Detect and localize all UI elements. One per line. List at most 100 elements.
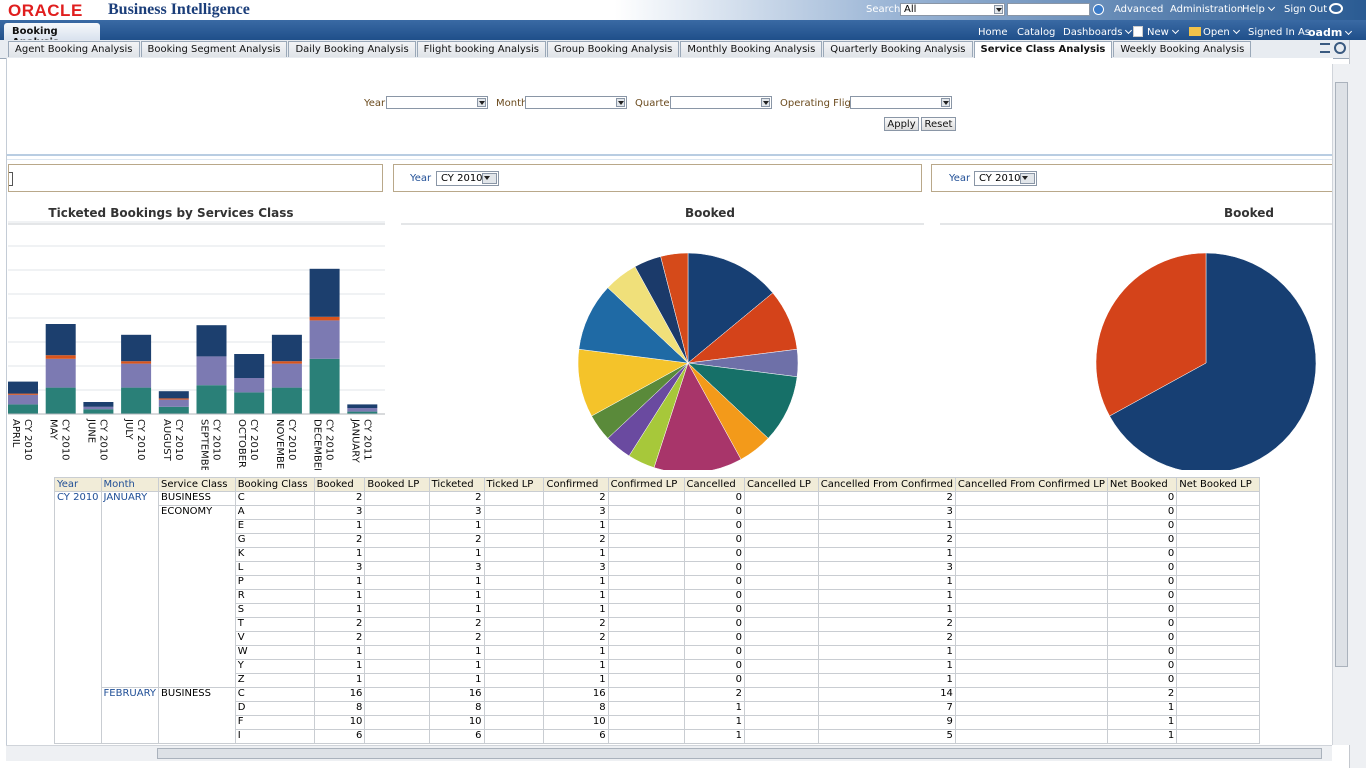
lp-cell [364, 589, 430, 604]
lp-cell [743, 491, 819, 506]
bar-segment [271, 361, 302, 364]
booking-class-cell: D [234, 701, 315, 716]
horizontal-scrollbar[interactable] [6, 745, 1332, 761]
scroll-thumb[interactable] [157, 748, 1322, 759]
lp-cell [1176, 673, 1260, 688]
page-help[interactable] [1334, 42, 1346, 54]
dropdown-arrow [477, 98, 486, 107]
number-cell: 1 [313, 547, 366, 562]
user-name[interactable]: oadm [1308, 26, 1351, 39]
lp-cell [1176, 631, 1260, 646]
booking-class-cell: A [234, 505, 315, 520]
month-cell[interactable]: FEBRUARY [100, 687, 160, 744]
number-cell: 2 [817, 533, 956, 548]
prompt-select[interactable]: CY 2010 [436, 171, 499, 186]
apply-button[interactable]: Apply [884, 117, 919, 131]
column-header: Booked [313, 477, 366, 492]
number-cell: 3 [313, 561, 366, 576]
lp-cell [743, 561, 819, 576]
lp-cell [607, 645, 685, 660]
dashboard-tab[interactable]: Service Class Analysis [973, 41, 1113, 58]
home-link[interactable]: Home [978, 27, 1008, 38]
filter-label: Operating Flight [780, 98, 862, 109]
lp-cell [954, 547, 1108, 562]
x-tick-label: CY 2010 [286, 419, 297, 461]
search-go[interactable] [1093, 4, 1104, 15]
dashboard-tab[interactable]: Monthly Booking Analysis [680, 41, 823, 57]
number-cell: 2 [428, 491, 485, 506]
column-header[interactable]: Service Class [158, 477, 236, 492]
dropdown-arrow [994, 5, 1003, 14]
outer-scrollbar[interactable] [1349, 40, 1366, 768]
quarter-select[interactable] [670, 96, 772, 109]
dashboards-link[interactable]: Dashboards [1063, 27, 1131, 38]
number-cell: 0 [1106, 603, 1178, 618]
dashboard-tab[interactable]: Flight booking Analysis [416, 41, 546, 57]
help-icon[interactable] [1329, 3, 1343, 14]
number-cell: 10 [428, 715, 485, 730]
prompt-select[interactable]: CY 2010 [974, 171, 1037, 186]
vertical-scrollbar[interactable] [1332, 64, 1350, 745]
lp-cell [483, 561, 545, 576]
lp-cell [364, 687, 430, 702]
column-header[interactable]: Month [100, 477, 160, 492]
new-link[interactable]: New [1147, 27, 1178, 38]
sign-out-link[interactable]: Sign Out [1284, 4, 1328, 15]
dropdown-arrow [1020, 173, 1035, 184]
dashboard-tab[interactable]: Booking Segment Analysis [140, 41, 288, 57]
bar-segment [8, 381, 38, 394]
reset-button[interactable]: Reset [921, 117, 956, 131]
bar-segment [309, 268, 340, 317]
booking-class-cell: S [234, 603, 315, 618]
bar-segment [8, 404, 38, 414]
number-cell: 1 [428, 519, 485, 534]
x-tick-label: CY 2010 [60, 419, 71, 461]
month-select[interactable] [525, 96, 627, 109]
year-cell[interactable]: CY 2010 [54, 491, 102, 744]
bar-segment [83, 409, 114, 414]
column-header[interactable]: Year [54, 477, 102, 492]
scroll-thumb[interactable] [1335, 82, 1348, 667]
search-scope[interactable]: All [900, 3, 1005, 16]
bar-segment [347, 408, 378, 412]
logo[interactable]: ORACLE [8, 1, 83, 20]
dashboard-tab[interactable]: Daily Booking Analysis [288, 41, 416, 57]
lp-cell [364, 715, 430, 730]
help-link[interactable]: Help [1242, 4, 1274, 15]
year-select[interactable] [386, 96, 488, 109]
dashboard-tab[interactable]: Agent Booking Analysis [8, 41, 140, 57]
flight-select[interactable] [850, 96, 952, 109]
pie-slice [1109, 252, 1317, 470]
lp-cell [364, 491, 430, 506]
dashboard-tab[interactable]: Quarterly Booking Analysis [823, 41, 973, 57]
dashboard-tab[interactable]: Group Booking Analysis [546, 41, 680, 57]
booking-class-cell: V [234, 631, 315, 646]
open-link[interactable]: Open [1203, 27, 1239, 38]
administration-link[interactable]: Administration [1170, 4, 1244, 15]
number-cell: 1 [1106, 701, 1178, 716]
lp-cell [954, 533, 1108, 548]
bar-segment [45, 355, 76, 359]
number-cell: 1 [428, 603, 485, 618]
bar-segment [196, 325, 227, 357]
lp-cell [607, 673, 685, 688]
lp-cell [954, 603, 1108, 618]
number-cell: 1 [683, 715, 745, 730]
number-cell: 0 [1106, 491, 1178, 506]
number-cell: 9 [817, 715, 956, 730]
catalog-link[interactable]: Catalog [1017, 27, 1056, 38]
advanced-link[interactable]: Advanced [1114, 4, 1164, 15]
x-tick-label: AUGUST [161, 419, 172, 462]
page-options[interactable] [1320, 43, 1330, 53]
search-input[interactable] [1007, 3, 1090, 16]
filter-label: Year [364, 98, 386, 109]
column-header[interactable]: Booking Class [234, 477, 315, 492]
month-cell[interactable]: JANUARY [100, 491, 160, 688]
dashboard-tab[interactable]: Weekly Booking Analysis [1113, 41, 1252, 57]
lp-cell [483, 715, 545, 730]
number-cell: 2 [543, 533, 609, 548]
number-cell: 5 [817, 729, 956, 744]
